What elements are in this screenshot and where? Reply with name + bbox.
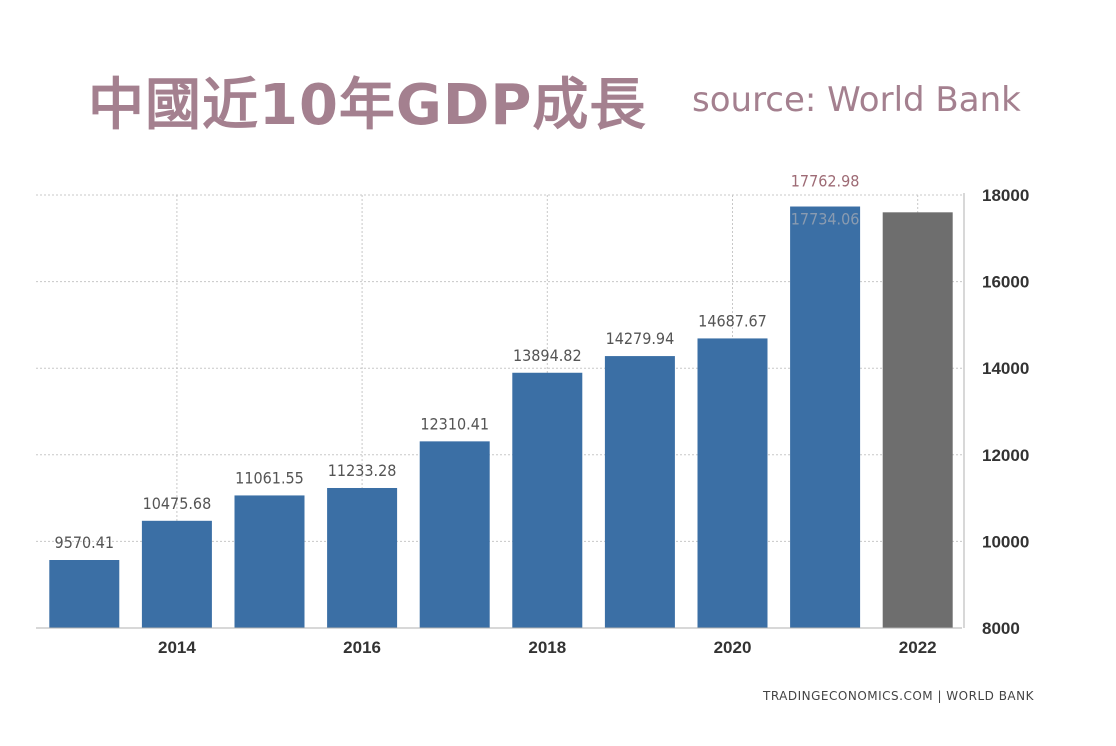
bar-2022 <box>882 212 953 628</box>
data-label: 13894.82 <box>513 346 582 365</box>
data-label: 14279.94 <box>606 329 675 348</box>
data-label: 11061.55 <box>235 468 304 487</box>
x-tick-label: 2018 <box>528 638 566 657</box>
bar-2021 <box>790 206 861 628</box>
x-tick-label: 2022 <box>899 638 937 657</box>
bar-2013 <box>49 560 120 628</box>
y-tick-label: 18000 <box>982 186 1029 205</box>
bar-2019 <box>604 356 675 628</box>
data-label: 14687.67 <box>698 311 767 330</box>
source-label: source: World Bank <box>692 80 1021 120</box>
data-label: 9570.41 <box>55 533 115 552</box>
chart-title: 中國近10年GDP成長 <box>88 73 647 138</box>
y-tick-label: 10000 <box>982 532 1029 551</box>
bar-2015 <box>234 495 305 628</box>
footer-credit: TRADINGECONOMICS.COM | WORLD BANK <box>762 689 1034 703</box>
bar-2017 <box>419 441 490 628</box>
data-label: 17734.06 <box>791 210 860 229</box>
bar-2018 <box>512 372 583 628</box>
bar-2016 <box>327 487 398 628</box>
y-tick-label: 8000 <box>982 619 1020 638</box>
gdp-bar-chart: 9570.41 10475.68 11061.55 11233.28 12310.41 1… <box>36 172 1029 657</box>
y-tick-label: 12000 <box>982 446 1029 465</box>
x-tick-label: 2020 <box>714 638 752 657</box>
bar-2020 <box>697 338 768 628</box>
bar-2014 <box>141 520 212 628</box>
x-tick-label: 2014 <box>158 638 196 657</box>
y-tick-label: 16000 <box>982 273 1029 292</box>
data-label: 11233.28 <box>328 461 397 480</box>
x-tick-label: 2016 <box>343 638 381 657</box>
data-label: 10475.68 <box>143 494 212 513</box>
y-tick-label: 14000 <box>982 359 1029 378</box>
highlight-data-label: 17762.98 <box>791 172 860 191</box>
data-label: 12310.41 <box>420 414 489 433</box>
